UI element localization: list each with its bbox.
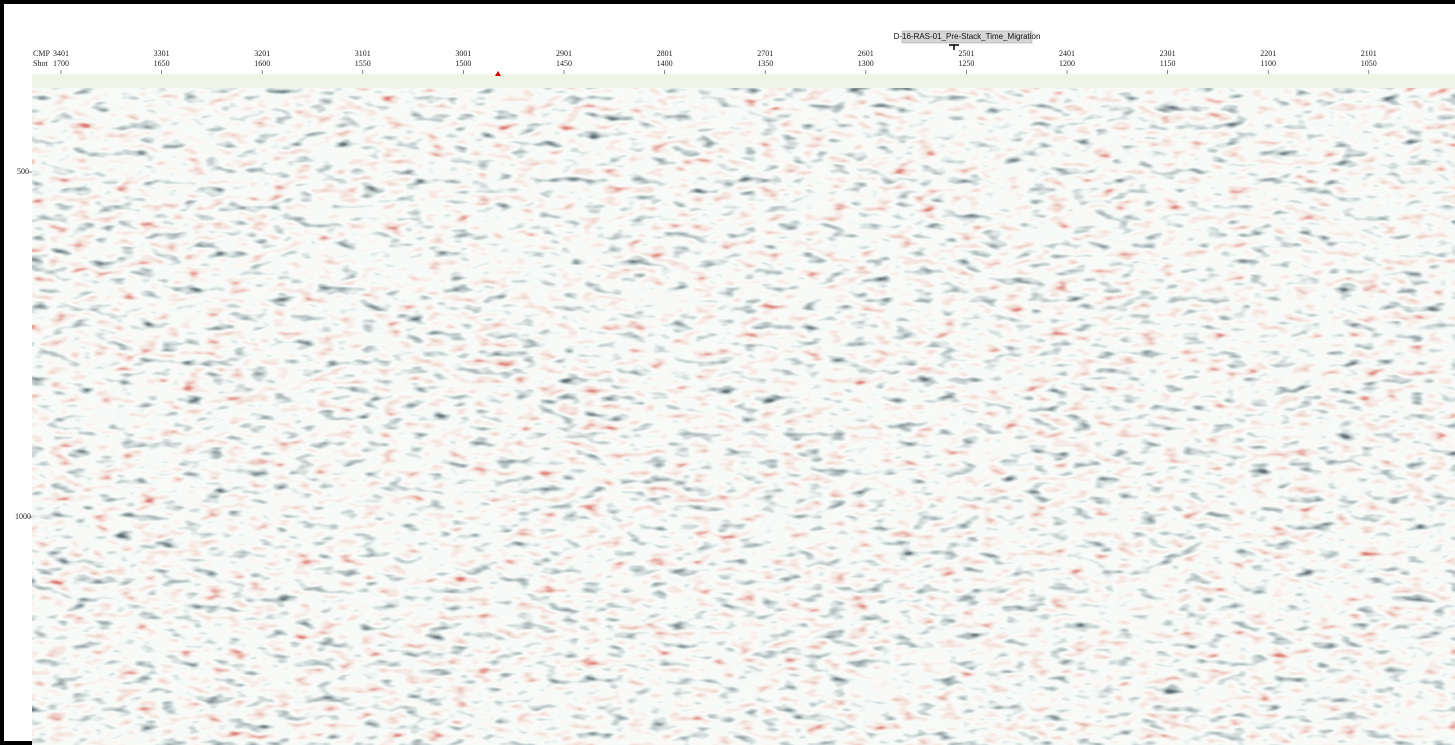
time-label: 1000 xyxy=(15,512,31,521)
cmp-label: 2201 xyxy=(1260,49,1276,58)
title-marker xyxy=(949,44,959,50)
shot-label: 1600 xyxy=(254,59,270,68)
cmp-label: 3301 xyxy=(154,49,170,58)
title-box xyxy=(901,30,1033,44)
cmp-label: 2601 xyxy=(858,49,874,58)
cmp-label: 2501 xyxy=(958,49,974,58)
shot-label: 1550 xyxy=(355,59,371,68)
shot-label: 1500 xyxy=(455,59,471,68)
shot-label: 1250 xyxy=(958,59,974,68)
time-label: 500 xyxy=(17,167,29,176)
row-label: Shot xyxy=(33,59,48,68)
seismic-section: D-16-RAS-01_Pre-Stack_Time_Migration CMP… xyxy=(15,30,1455,745)
cmp-label: 3001 xyxy=(455,49,471,58)
cmp-label: 2101 xyxy=(1361,49,1377,58)
shot-label: 1400 xyxy=(657,59,673,68)
cmp-label: 2901 xyxy=(556,49,572,58)
shot-label: 1100 xyxy=(1260,59,1276,68)
cmp-label: 3401 xyxy=(53,49,69,58)
cmp-label: 2701 xyxy=(757,49,773,58)
cmp-label: 3201 xyxy=(254,49,270,58)
shot-label: 1650 xyxy=(154,59,170,68)
section-title: D-16-RAS-01_Pre-Stack_Time_Migration xyxy=(894,32,1041,41)
shot-label: 1050 xyxy=(1361,59,1377,68)
shot-label: 1700 xyxy=(53,59,69,68)
shot-label: 1450 xyxy=(556,59,572,68)
cmp-label: 2301 xyxy=(1160,49,1176,58)
position-marker xyxy=(495,71,501,76)
seismic-traces xyxy=(32,88,1455,745)
shot-label: 1350 xyxy=(757,59,773,68)
row-label: CMP xyxy=(33,49,50,58)
shot-label: 1200 xyxy=(1059,59,1075,68)
shot-label: 1300 xyxy=(858,59,874,68)
cmp-label: 2401 xyxy=(1059,49,1075,58)
cmp-label: 2801 xyxy=(657,49,673,58)
shot-label: 1150 xyxy=(1160,59,1176,68)
cmp-label: 3101 xyxy=(355,49,371,58)
